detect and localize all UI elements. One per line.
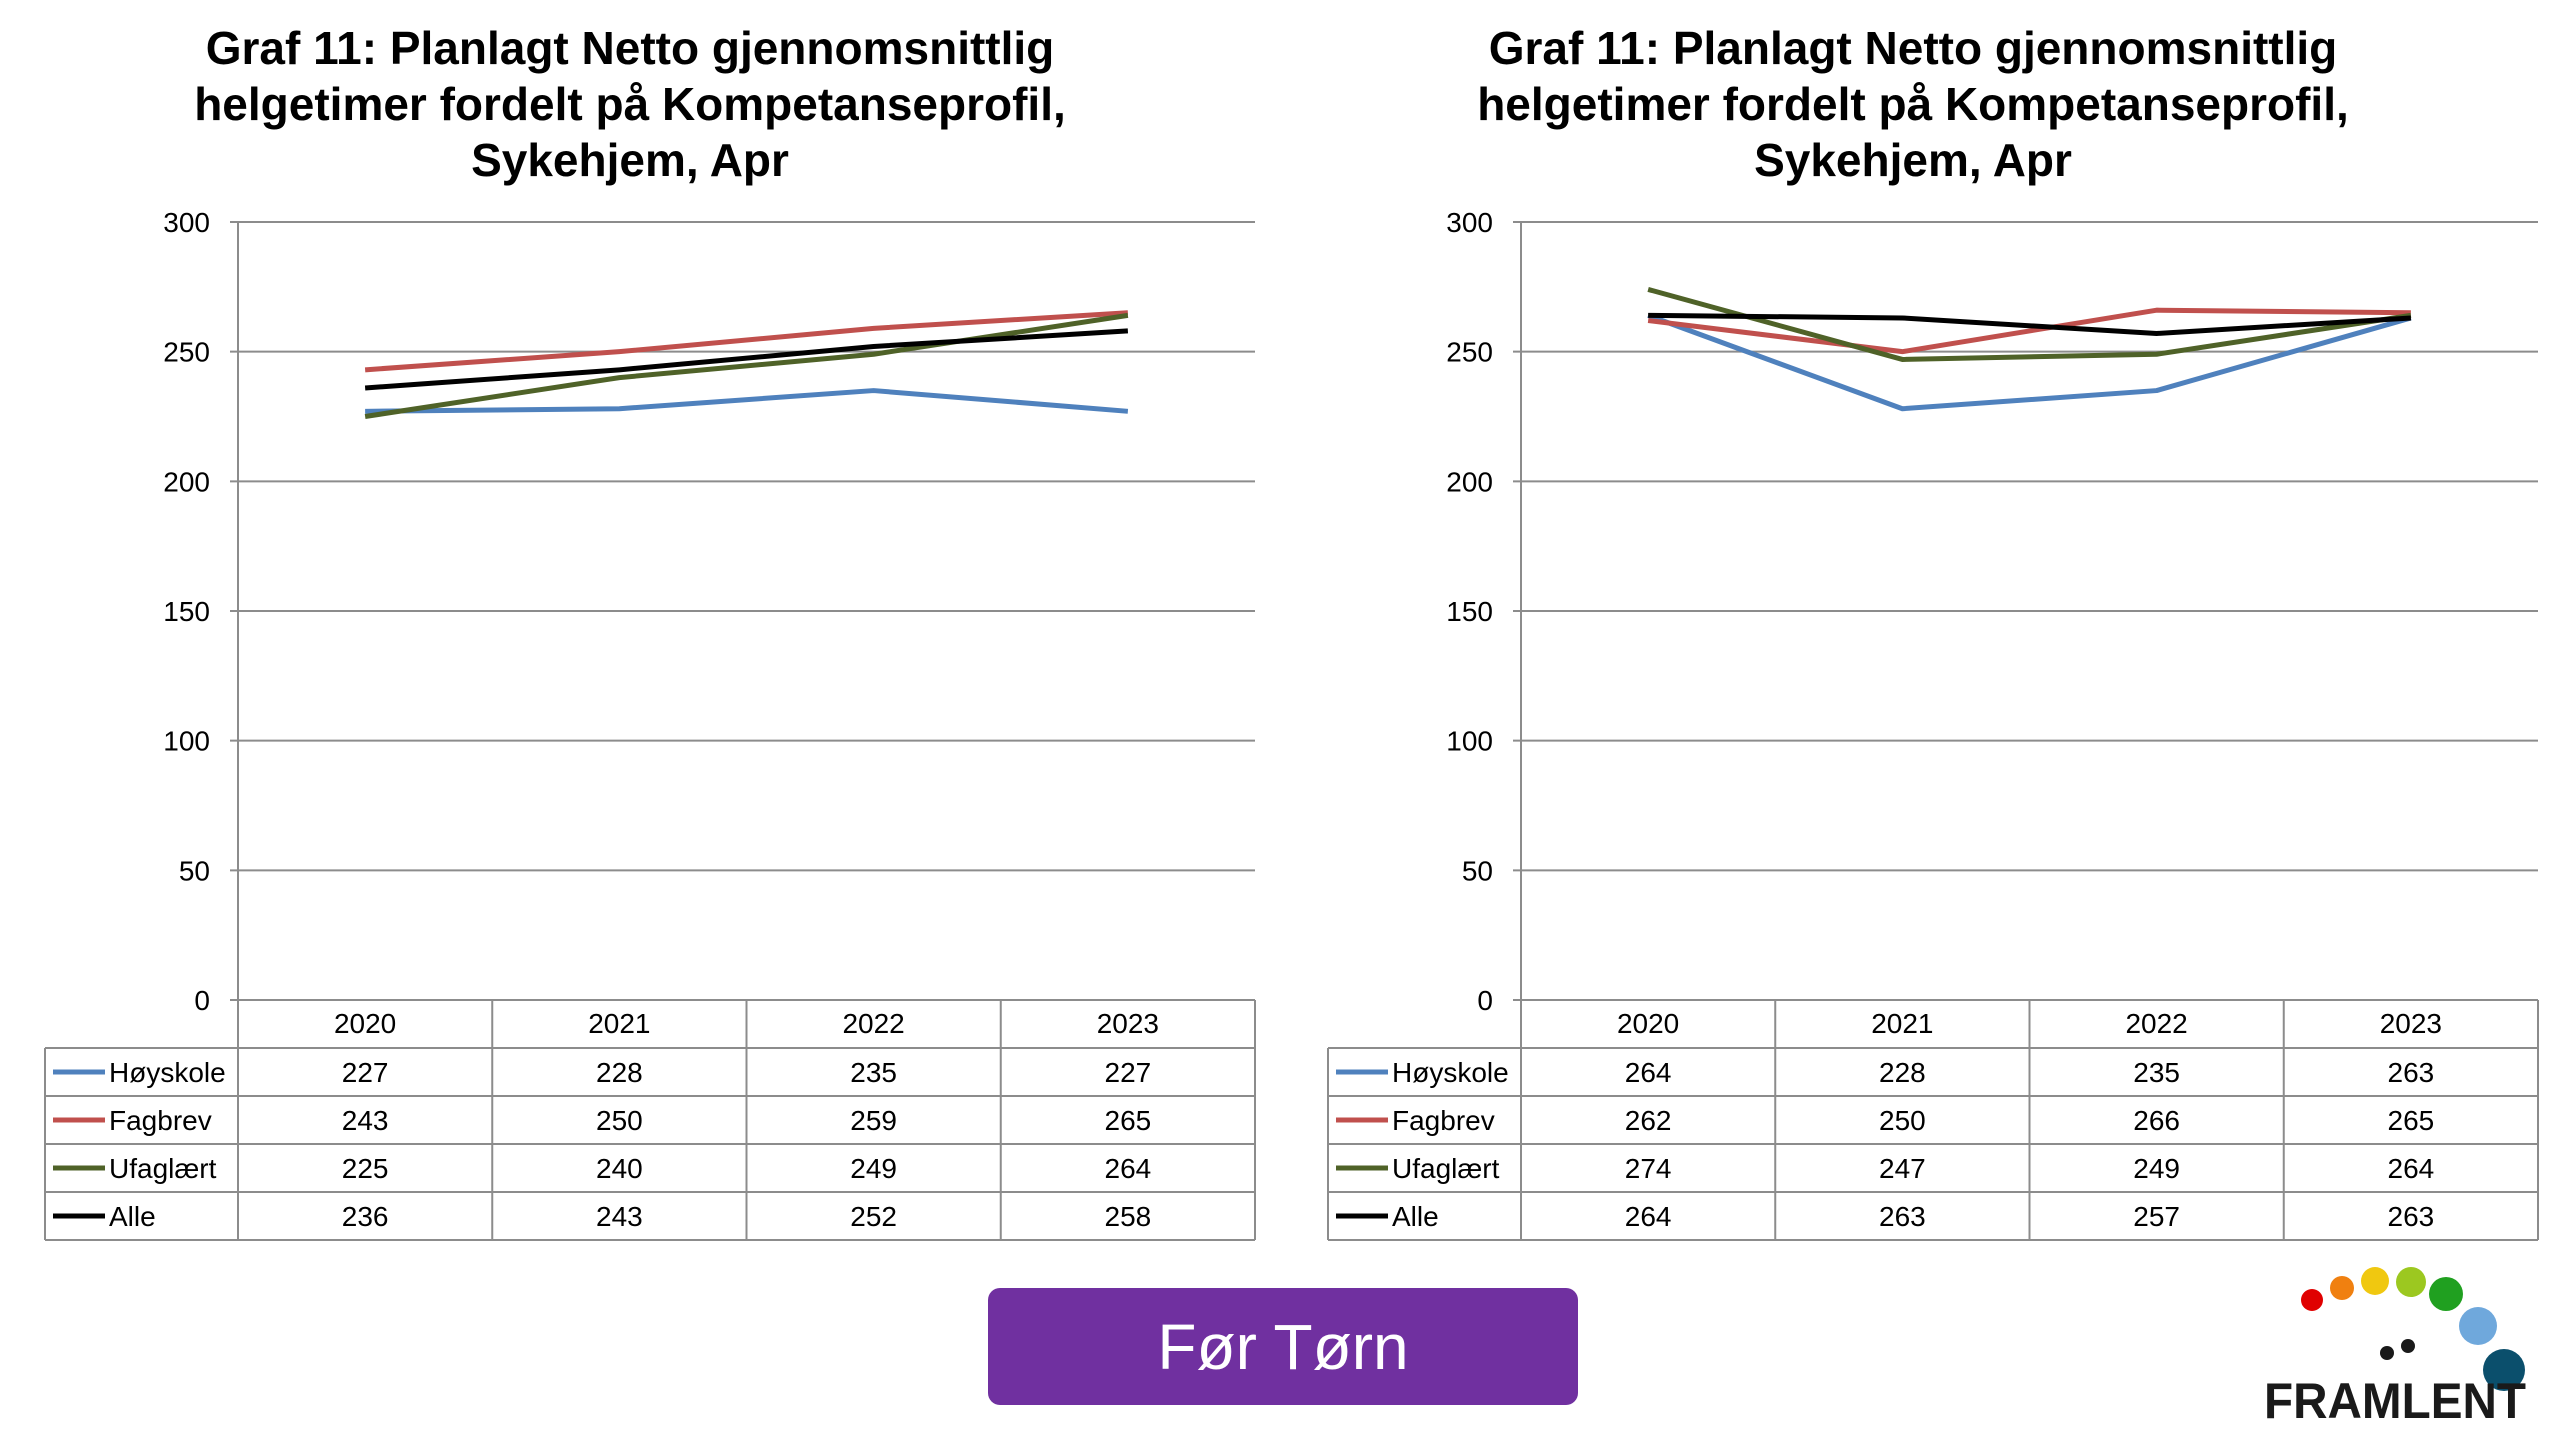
x-category-label: 2023 — [2380, 1008, 2442, 1039]
x-category-label: 2023 — [1097, 1008, 1159, 1039]
y-tick-label: 150 — [1446, 596, 1493, 627]
table-value: 263 — [2388, 1057, 2435, 1088]
legend-label: Høyskole — [109, 1057, 226, 1088]
y-tick-label: 200 — [163, 466, 210, 497]
chart-panel-right: Graf 11: Planlagt Netto gjennomsnittlig … — [1283, 0, 2553, 1260]
table-value: 266 — [2133, 1105, 2180, 1136]
logo-dot — [2459, 1307, 2497, 1345]
table-value: 235 — [2133, 1057, 2180, 1088]
logo-dot — [2429, 1277, 2463, 1311]
series-line — [364, 310, 1129, 373]
logo-dot — [2396, 1267, 2426, 1297]
logo-figure-head — [2380, 1346, 2394, 1360]
legend-label: Alle — [109, 1201, 156, 1232]
table-value: 274 — [1625, 1153, 1672, 1184]
y-tick-label: 250 — [163, 337, 210, 368]
table-value: 240 — [596, 1153, 643, 1184]
table-value: 265 — [1105, 1105, 1152, 1136]
x-category-label: 2020 — [334, 1008, 396, 1039]
y-tick-label: 250 — [1446, 337, 1493, 368]
y-tick-label: 100 — [1446, 726, 1493, 757]
table-value: 227 — [342, 1057, 389, 1088]
x-category-label: 2021 — [1871, 1008, 1933, 1039]
table-value: 250 — [1879, 1105, 1926, 1136]
series-line — [1648, 312, 2412, 337]
table-value: 249 — [850, 1153, 897, 1184]
logo-dot — [2483, 1349, 2525, 1391]
table-value: 264 — [1105, 1153, 1152, 1184]
chart-panel-left: Graf 11: Planlagt Netto gjennomsnittlig … — [0, 0, 1270, 1260]
legend-label: Fagbrev — [109, 1105, 212, 1136]
legend-label: Fagbrev — [1392, 1105, 1495, 1136]
line-chart-left: 0 50 100 150 200 250 300 2020 2021 2022 2023 Høysko… — [44, 207, 1256, 1241]
chart-title: Graf 11: Planlagt Netto gjennomsnittlig … — [194, 22, 1066, 186]
table-value: 264 — [1625, 1201, 1672, 1232]
logo-dot — [2361, 1267, 2389, 1295]
series-line — [364, 312, 1129, 419]
y-tick-label: 0 — [1477, 985, 1493, 1016]
chart-title: Graf 11: Planlagt Netto gjennomsnittlig … — [1477, 22, 2349, 186]
series-line — [1647, 307, 2411, 355]
logo-dot — [2301, 1289, 2323, 1311]
table-value: 228 — [596, 1057, 643, 1088]
framlent-logo: FRAMLENT — [2264, 1267, 2526, 1429]
series-line — [365, 388, 1129, 414]
y-tick-label: 0 — [194, 985, 210, 1016]
x-category-label: 2020 — [1617, 1008, 1679, 1039]
table-value: 258 — [1105, 1201, 1152, 1232]
table-value: 247 — [1879, 1153, 1926, 1184]
legend-label: Høyskole — [1392, 1057, 1509, 1088]
y-tick-label: 150 — [163, 596, 210, 627]
legend-label: Ufaglært — [1392, 1153, 1500, 1184]
y-tick-label: 50 — [179, 855, 210, 886]
table-value: 235 — [850, 1057, 897, 1088]
y-tick-label: 300 — [1446, 207, 1493, 238]
table-value: 264 — [1625, 1057, 1672, 1088]
y-tick-label: 100 — [163, 726, 210, 757]
y-tick-label: 200 — [1446, 466, 1493, 497]
series-line — [364, 328, 1129, 391]
table-value: 263 — [1879, 1201, 1926, 1232]
table-value: 243 — [596, 1201, 643, 1232]
x-category-label: 2022 — [2125, 1008, 2187, 1039]
logo-dot — [2330, 1276, 2354, 1300]
table-value: 228 — [1879, 1057, 1926, 1088]
table-value: 257 — [2133, 1201, 2180, 1232]
table-value: 249 — [2133, 1153, 2180, 1184]
table-value: 264 — [2388, 1153, 2435, 1184]
table-value: 225 — [342, 1153, 389, 1184]
table-value: 262 — [1625, 1105, 1672, 1136]
legend-label: Ufaglært — [109, 1153, 217, 1184]
x-category-label: 2021 — [588, 1008, 650, 1039]
table-value: 236 — [342, 1201, 389, 1232]
table-value: 259 — [850, 1105, 897, 1136]
line-chart-right: 0 50 100 150 200 250 300 2020 2021 2022 2023 Høysko… — [1327, 207, 2539, 1241]
table-value: 250 — [596, 1105, 643, 1136]
table-value: 227 — [1105, 1057, 1152, 1088]
legend-label: Alle — [1392, 1201, 1439, 1232]
series-line — [1647, 313, 2412, 412]
table-value: 252 — [850, 1201, 897, 1232]
table-value: 243 — [342, 1105, 389, 1136]
y-tick-label: 300 — [163, 207, 210, 238]
series-line — [1647, 287, 2412, 362]
table-value: 265 — [2388, 1105, 2435, 1136]
table-value: 263 — [2388, 1201, 2435, 1232]
x-category-label: 2022 — [842, 1008, 904, 1039]
logo-wordmark: FRAMLENT — [2264, 1373, 2526, 1429]
y-tick-label: 50 — [1462, 855, 1493, 886]
logo-figure-head — [2401, 1339, 2415, 1353]
phase-banner: Før Tørn — [988, 1288, 1578, 1405]
